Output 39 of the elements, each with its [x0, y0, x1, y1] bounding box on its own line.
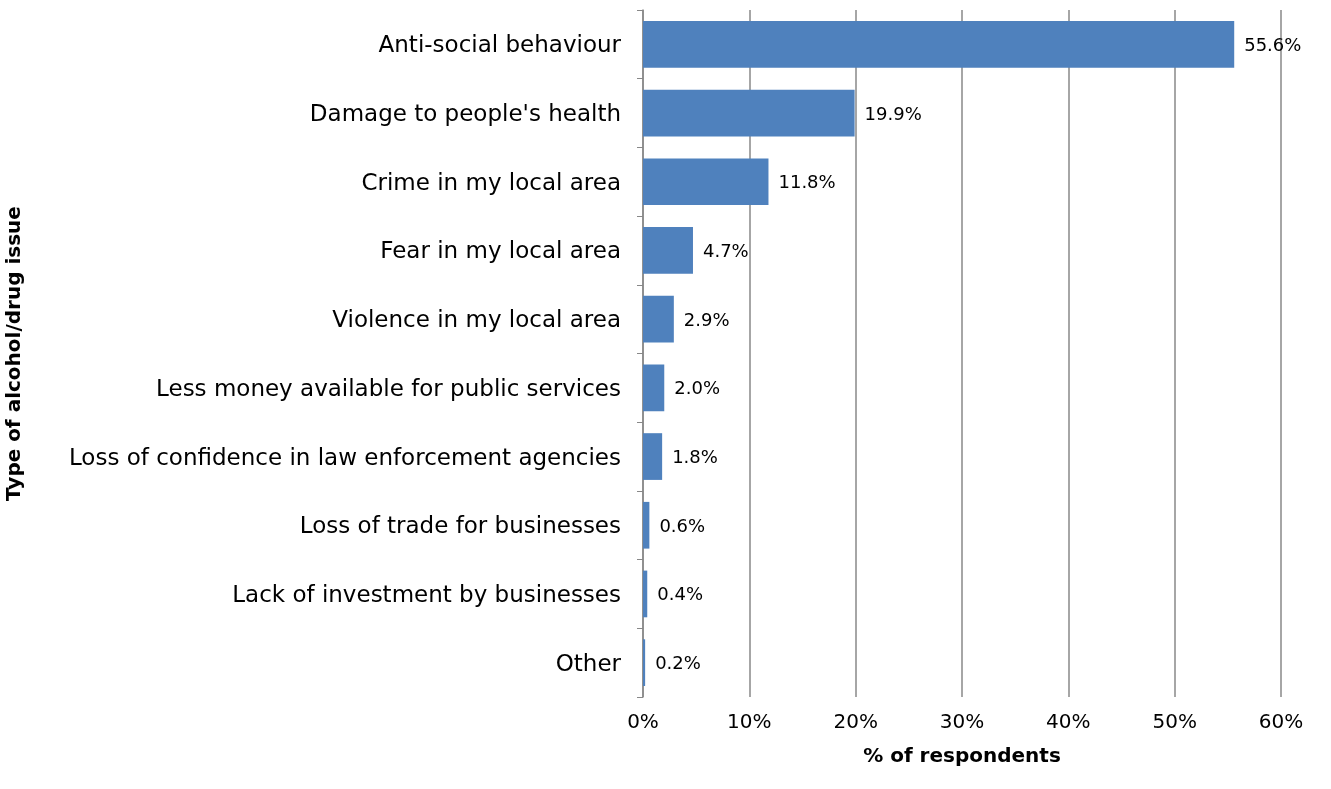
bar [643, 570, 648, 618]
bar [643, 364, 665, 412]
y-tick-label: Anti-social behaviour [378, 31, 622, 58]
bar [643, 20, 1235, 68]
x-tick-label: 10% [727, 709, 772, 733]
data-label: 4.7% [702, 239, 749, 261]
data-label: 2.0% [674, 377, 720, 399]
y-tick-label: Violence in my local area [332, 306, 621, 333]
y-tick-label: Damage to people's health [309, 100, 621, 127]
x-tick-label: 30% [939, 709, 985, 733]
data-label: 0.6% [659, 514, 706, 536]
y-tick-label: Lack of investment by businesses [232, 580, 621, 607]
y-axis-title: Type of alcohol/drug issue [1, 206, 25, 501]
bar [643, 501, 650, 549]
bar [643, 227, 693, 274]
bar [643, 433, 663, 480]
bar [643, 639, 646, 687]
bar [643, 295, 674, 343]
bar [643, 158, 769, 206]
y-tick-label: Other [555, 649, 622, 676]
data-label: 55.6% [1244, 33, 1302, 55]
bar [643, 89, 855, 137]
x-tick-label: 40% [1046, 709, 1091, 733]
y-tick-label: Loss of confidence in law enforcement agencies [68, 443, 621, 470]
data-label: 0.4% [657, 583, 703, 605]
y-tick-label: Fear in my local area [380, 237, 621, 264]
data-label: 11.8% [778, 171, 836, 193]
y-tick-label: Loss of trade for businesses [299, 512, 621, 539]
data-label: 2.9% [683, 308, 730, 330]
x-tick-label: 60% [1258, 709, 1304, 733]
x-tick-label: 20% [833, 709, 878, 733]
data-label: 0.2% [655, 652, 701, 674]
x-tick-label: 0% [627, 709, 659, 733]
x-axis-title: % of respondents [863, 743, 1061, 767]
data-label: 1.8% [672, 446, 718, 468]
data-label: 19.9% [864, 102, 922, 124]
y-tick-label: Crime in my local area [361, 168, 621, 195]
x-tick-label: 50% [1152, 709, 1197, 733]
y-tick-label: Less money available for public services [156, 374, 621, 401]
